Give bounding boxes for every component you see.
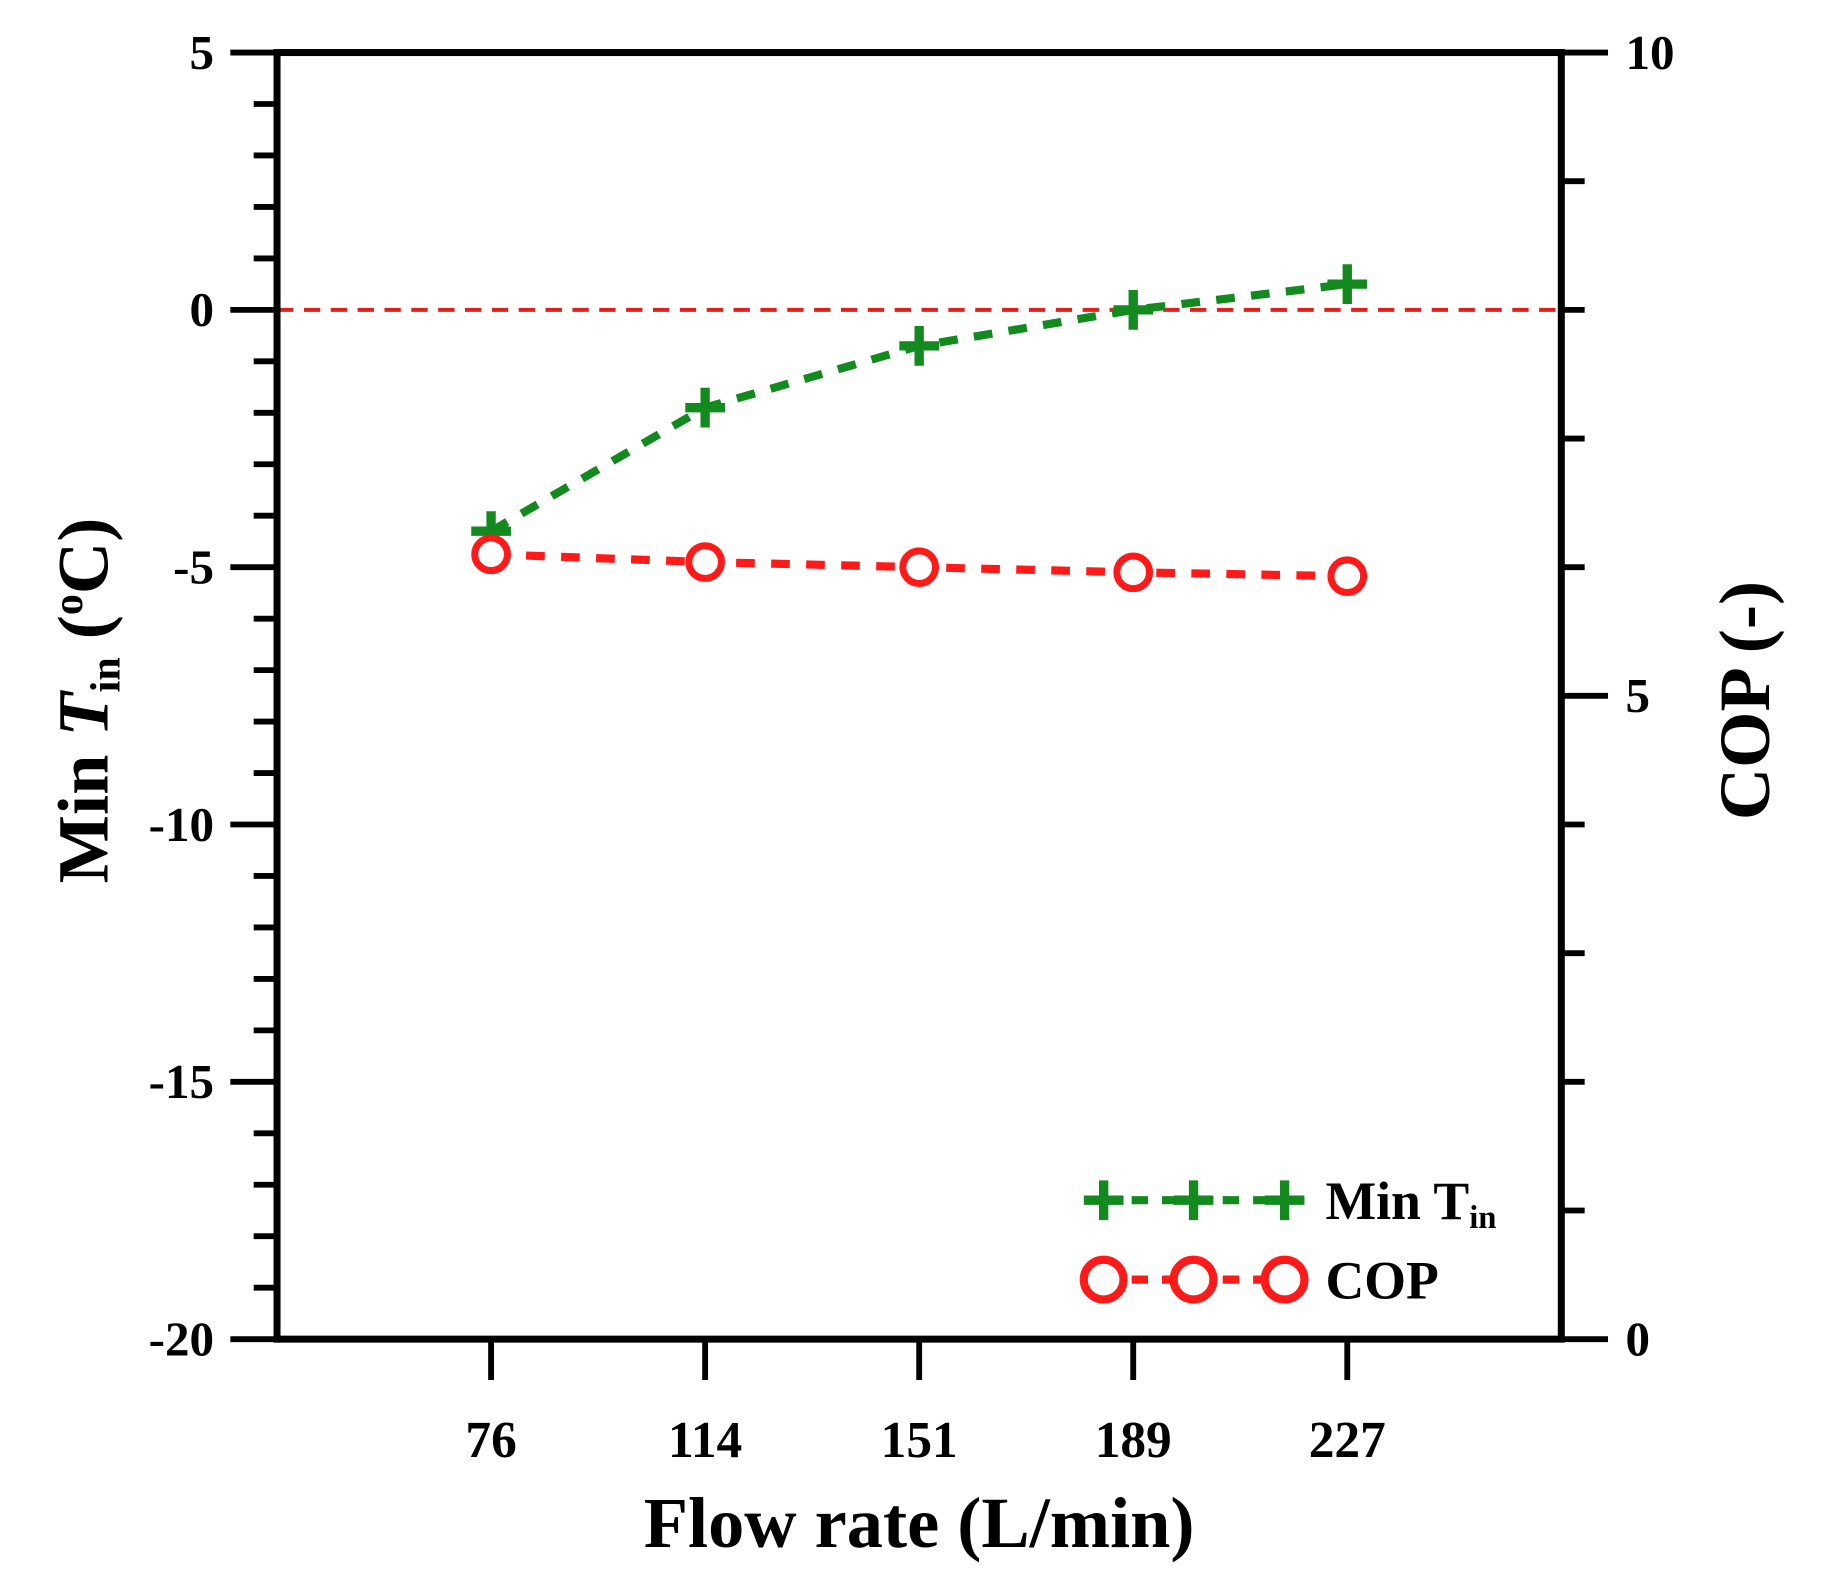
plus-marker: [685, 387, 725, 428]
series: [471, 264, 1368, 597]
legend-label: Min Tin: [1325, 1171, 1496, 1236]
legend: Min Tin COP: [1079, 1171, 1496, 1310]
x-tick-label: 151: [881, 1412, 958, 1469]
legend-plus-marker: [1264, 1180, 1305, 1221]
x-tick-label: 189: [1095, 1412, 1172, 1469]
y-left-tick-label: -20: [149, 1311, 214, 1366]
y-left-tick-label: 0: [189, 282, 214, 337]
circle-marker: [899, 547, 940, 588]
y-right-tick-label: 5: [1626, 668, 1651, 723]
x-axis-label: Flow rate (L/min): [644, 1483, 1195, 1563]
circle-marker: [1327, 556, 1368, 597]
legend-circle-marker: [1169, 1255, 1218, 1304]
x-tick-label: 76: [465, 1412, 516, 1469]
y-left-tick-label: -15: [149, 1054, 214, 1109]
legend-label: COP: [1325, 1250, 1438, 1310]
y-right-tick-label: 0: [1626, 1311, 1651, 1366]
series-line-min-t: [489, 280, 1348, 535]
legend-circle-marker: [1079, 1255, 1128, 1304]
circle-marker: [471, 534, 511, 575]
plus-marker: [899, 326, 940, 366]
legend-plus-marker: [1173, 1180, 1214, 1221]
legend-plus-marker: [1083, 1180, 1124, 1221]
plus-marker: [1327, 264, 1368, 304]
ticks: 5 0 -5 -10 -15 -20 10 5 0 76 114 151 189 227: [149, 25, 1675, 1469]
y-axis-label-left: Min Tin (oC): [44, 518, 130, 884]
x-tick-label: 227: [1309, 1412, 1386, 1469]
circle-marker: [1113, 552, 1154, 593]
plot-frame: [273, 49, 1565, 1343]
circle-marker: [685, 542, 725, 582]
y-left-tick-label: -10: [149, 797, 214, 852]
legend-circle-marker: [1260, 1255, 1309, 1304]
y-left-tick-label: 5: [189, 25, 214, 80]
x-tick-label: 114: [668, 1412, 742, 1469]
plus-marker: [1113, 290, 1154, 330]
y-axis-label-right: COP (-): [1705, 581, 1785, 820]
y-left-tick-label: -5: [173, 540, 214, 595]
y-right-tick-label: 10: [1626, 25, 1675, 80]
